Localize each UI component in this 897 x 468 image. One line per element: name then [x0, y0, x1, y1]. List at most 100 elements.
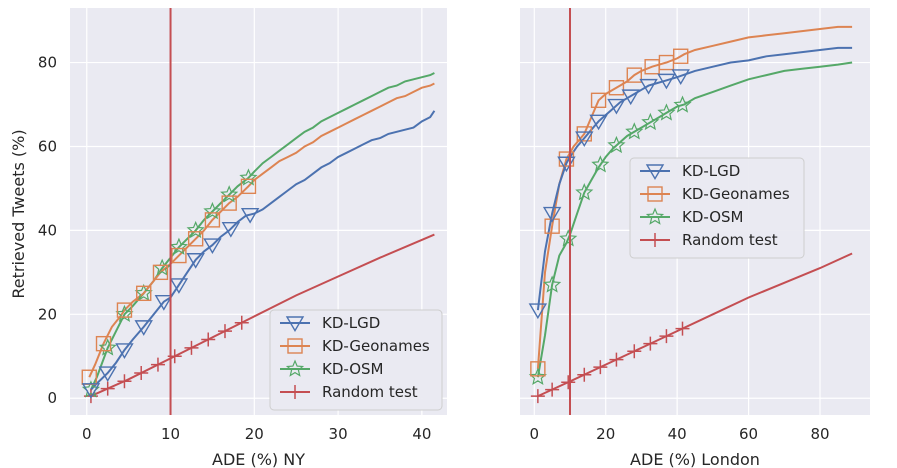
legend-label: KD-LGD: [682, 162, 740, 180]
data-point-marker: [671, 69, 690, 85]
legend-label: Random test: [682, 231, 778, 249]
data-point-marker: [95, 335, 112, 352]
legend-marker: [287, 338, 303, 354]
x-tick-label: 60: [739, 425, 758, 443]
data-point-marker: [98, 366, 117, 383]
y-axis-label: Retrieved Tweets (%): [9, 129, 28, 298]
data-point-marker: [559, 229, 578, 247]
y-tick-label: 20: [38, 305, 57, 323]
data-point-marker: [575, 131, 594, 148]
data-point-marker: [607, 135, 626, 154]
legend-label: KD-OSM: [682, 208, 744, 226]
data-point-marker: [542, 206, 562, 223]
legend-box: [269, 309, 443, 411]
y-tick-label: 80: [38, 54, 57, 72]
legend: KD-LGD KD-Geonames KD-OSM Random test: [629, 157, 805, 259]
data-point-marker: [657, 73, 676, 90]
data-point-marker: [675, 321, 690, 336]
data-point-marker: [641, 112, 660, 131]
data-point-marker: [81, 383, 101, 399]
data-point-marker: [134, 320, 153, 336]
data-point-marker: [221, 222, 241, 238]
legend-box: [629, 157, 805, 259]
data-point-marker: [203, 238, 222, 255]
legend-marker: [645, 164, 665, 180]
y-tick-label: 60: [38, 137, 57, 155]
data-point-marker: [657, 103, 676, 121]
data-point-marker: [577, 367, 592, 382]
legend: KD-LGD KD-Geonames KD-OSM Random test: [269, 309, 443, 411]
data-point-marker: [639, 78, 658, 95]
legend-label: KD-Geonames: [682, 185, 790, 203]
x-tick-label: 10: [161, 425, 180, 443]
data-point-marker: [528, 303, 548, 320]
legend-marker: [648, 233, 662, 247]
data-point-marker: [673, 95, 692, 113]
data-point-marker: [152, 264, 169, 281]
legend-marker: [288, 385, 302, 399]
legend-label: KD-LGD: [322, 314, 380, 332]
data-point-marker: [221, 195, 237, 211]
chart-london: 0 20 40 60 80 ADE (%) London KD-LGD KD-Geonames…: [520, 8, 870, 468]
legend-label: KD-OSM: [322, 360, 384, 378]
data-point-marker: [240, 178, 257, 195]
data-point-marker: [608, 80, 625, 96]
data-point-marker: [543, 275, 562, 293]
data-point-marker: [593, 360, 608, 375]
data-point-marker: [530, 389, 545, 404]
legend-marker: [645, 207, 665, 225]
data-point-marker: [561, 375, 576, 390]
data-point-marker: [201, 332, 216, 347]
data-point-marker: [115, 343, 134, 359]
data-point-marker: [530, 361, 546, 377]
data-point-marker: [234, 315, 249, 330]
x-tick-label: 20: [596, 425, 615, 443]
data-point-marker: [575, 183, 594, 201]
data-point-marker: [220, 185, 239, 203]
x-axis-label: ADE (%) NY: [212, 450, 305, 468]
y-tick-label: 40: [38, 221, 57, 239]
series-line-kd-geonames: [88, 82, 435, 378]
data-point-marker: [203, 201, 222, 220]
data-point-marker: [100, 381, 115, 396]
x-tick-label: 0: [82, 425, 92, 443]
data-point-marker: [607, 98, 626, 115]
data-point-marker: [184, 340, 199, 355]
data-point-marker: [117, 374, 132, 389]
data-point-marker: [626, 67, 642, 83]
data-point-marker: [544, 218, 560, 234]
data-point-marker: [136, 285, 152, 302]
series-line-random-test: [537, 252, 853, 398]
x-tick-label: 0: [530, 425, 540, 443]
data-point-marker: [659, 329, 674, 344]
data-point-marker: [240, 207, 260, 224]
y-tick-label: 0: [47, 389, 57, 407]
data-point-marker: [116, 302, 133, 318]
data-point-marker: [134, 283, 153, 302]
data-point-marker: [589, 114, 608, 131]
data-point-marker: [169, 237, 189, 255]
data-point-marker: [673, 48, 689, 64]
data-point-marker: [591, 155, 610, 173]
data-point-marker: [154, 295, 174, 311]
data-point-marker: [643, 336, 658, 351]
data-point-marker: [625, 122, 644, 140]
x-axis-label: ADE (%) London: [630, 450, 760, 468]
data-point-marker: [171, 247, 187, 264]
data-point-marker: [169, 278, 189, 294]
data-point-marker: [204, 212, 221, 228]
data-point-marker: [545, 382, 560, 397]
data-point-marker: [627, 344, 642, 359]
x-tick-label: 30: [329, 425, 348, 443]
data-point-marker: [528, 367, 547, 385]
x-tick-label: 20: [245, 425, 264, 443]
data-point-marker: [621, 89, 640, 106]
data-point-marker: [217, 324, 232, 339]
data-point-marker: [134, 366, 149, 381]
legend-marker: [285, 359, 305, 377]
data-point-marker: [115, 304, 134, 323]
series-line-kd-lgd: [90, 110, 436, 391]
data-point-marker: [186, 220, 205, 239]
data-point-marker: [186, 253, 205, 269]
